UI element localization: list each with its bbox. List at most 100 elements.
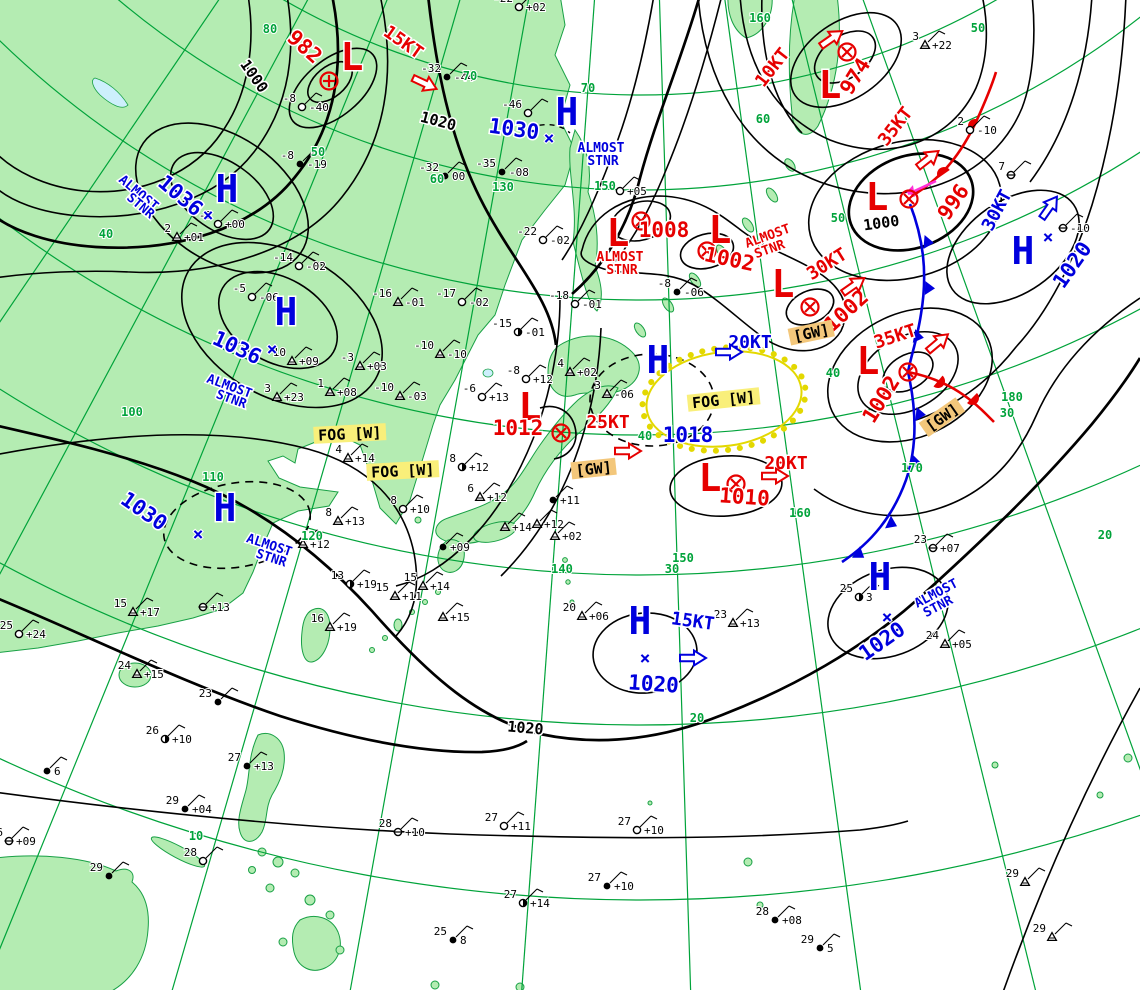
warm-front-marker <box>967 393 979 405</box>
station-value: +12 <box>544 518 564 531</box>
station-plot: +09 <box>439 532 471 555</box>
fog-warning-label: FOG [W] <box>366 460 440 482</box>
station-plot: 7 <box>997 159 1032 180</box>
station-plot: 26 +10 <box>145 723 193 747</box>
station-plot: -10 <box>1058 213 1091 236</box>
station-plot: 15 +11 <box>375 580 423 604</box>
meridian-line <box>171 0 461 990</box>
station-value: +22 <box>932 39 952 52</box>
station-value: +24 <box>26 628 46 641</box>
system-center-x: × <box>267 339 278 360</box>
station-value: 8 <box>325 506 332 519</box>
movement-speed: 20KT <box>764 453 808 474</box>
pressure-symbol-H: H <box>275 290 298 334</box>
station-value: -10 <box>414 339 434 352</box>
station-plot: 27 +13 <box>227 750 275 774</box>
graticule-label: 130 <box>492 180 514 194</box>
graticule-label: 30 <box>665 562 679 576</box>
station-plot: 3 -06 <box>593 378 635 402</box>
movement-note: STNR <box>587 154 618 169</box>
latitude-circle <box>0 757 1140 901</box>
station-value: 2 <box>957 115 964 128</box>
latitude-circle <box>0 39 1140 301</box>
station-plot: 29 <box>1005 866 1046 887</box>
pressure-symbol-L: L <box>857 339 880 383</box>
station-value: 15 <box>114 597 127 610</box>
graticule-label: 20 <box>690 711 704 725</box>
movement-speed: 25KT <box>586 412 630 433</box>
station-value: +14 <box>530 897 550 910</box>
graticule-label: 160 <box>789 506 811 520</box>
station-value: 8 <box>460 934 467 947</box>
station-value: -8 <box>199 209 212 222</box>
station-value: +15 <box>144 668 164 681</box>
front-layer <box>841 71 998 564</box>
station-value: -10 <box>977 124 997 137</box>
station-value: -40 <box>309 101 329 114</box>
pressure-system-H-1020: H ×1020 30KT <box>976 185 1098 294</box>
station-value: -22 <box>517 225 537 238</box>
station-plot: +13 <box>198 592 231 615</box>
station-plot: 16 +19 <box>310 611 358 635</box>
movement-speed: 30KT <box>978 186 1017 234</box>
station-value: +05 <box>952 638 972 651</box>
cold-front-marker <box>915 407 926 421</box>
pressure-symbol-L: L <box>519 385 542 429</box>
fog-warning-label: FOG [W] <box>313 423 387 445</box>
system-center-mark <box>551 423 571 443</box>
station-value: -08 <box>509 166 529 179</box>
station-plot: -6 +13 <box>462 381 510 405</box>
station-value: -32 <box>421 62 441 75</box>
gale-warning-label-text: [GW] <box>575 458 613 480</box>
station-plot: 27 +10 <box>617 814 665 838</box>
station-value: -02 <box>306 260 326 273</box>
station-plot: 8 +12 <box>448 451 490 475</box>
system-center-mark <box>726 474 746 494</box>
meridian-line <box>724 0 862 990</box>
station-plot: -16 -01 <box>371 286 426 310</box>
motion-arrow-icon <box>761 466 790 486</box>
station-plot: -22 -02 <box>516 224 571 248</box>
station-plot: 2 -10 <box>956 114 998 138</box>
movement-speed: 20KT <box>728 332 772 353</box>
motion-arrow-icon <box>1037 195 1058 222</box>
station-plot: -3 +03 <box>340 350 388 374</box>
station-plot: -22 +02 <box>492 0 547 15</box>
station-plot: +12 <box>297 529 331 552</box>
graticule-label: 100 <box>121 405 143 419</box>
pressure-symbol-H: H <box>214 486 237 530</box>
motion-arrow-icon <box>817 30 844 51</box>
station-value: 28 <box>756 905 769 918</box>
central-pressure-value: 1010 <box>718 483 770 510</box>
station-value: 2 <box>164 222 171 235</box>
movement-speed: 15KT <box>670 608 716 635</box>
pressure-symbol-H: H <box>216 167 239 211</box>
graticule-label: 150 <box>594 179 616 193</box>
system-center-x: × <box>203 205 214 226</box>
pressure-symbol-H: H <box>629 599 652 643</box>
pressure-symbol-L: L <box>772 262 795 306</box>
station-plot: 29 <box>89 860 130 880</box>
station-plot: 6 <box>43 756 68 779</box>
station-plot: 29 5 <box>800 932 841 956</box>
station-value: 24 <box>926 629 940 642</box>
station-value: +10 <box>614 880 634 893</box>
isobar-value-label: 1000 <box>862 212 900 235</box>
cold-front-line <box>841 371 916 564</box>
movement-note: ALMOST <box>597 250 644 265</box>
cold-front-marker <box>851 546 865 558</box>
graticule-label: 40 <box>638 429 652 443</box>
motion-arrow-icon <box>914 149 940 171</box>
station-value: 23 <box>914 533 927 546</box>
station-value: -06 <box>614 388 634 401</box>
station-plot: 24 +15 <box>117 658 165 682</box>
system-center-x: × <box>882 607 893 628</box>
system-center-mark <box>697 241 717 261</box>
graticule-label: 170 <box>901 461 923 475</box>
station-plot: 23 +13 <box>713 607 761 631</box>
station-plot: 29 +04 <box>165 793 213 817</box>
system-center-x: × <box>640 648 651 669</box>
